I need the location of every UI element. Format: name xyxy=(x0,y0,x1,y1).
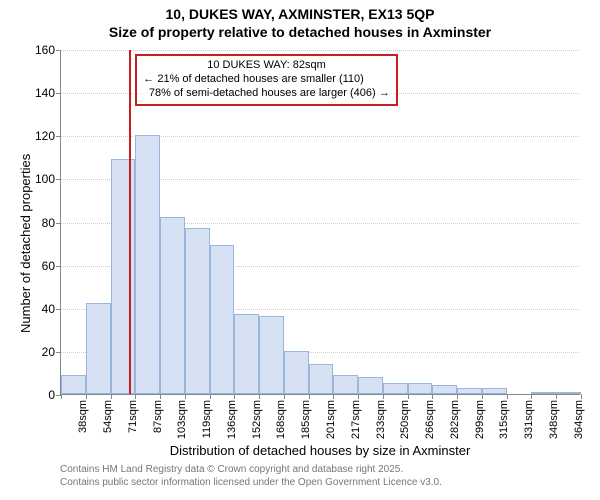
histogram-bar xyxy=(185,228,210,394)
ytick-label: 60 xyxy=(42,259,61,273)
y-axis-label: Number of detached properties xyxy=(18,153,33,332)
xtick-mark xyxy=(309,394,310,399)
xtick-label: 233sqm xyxy=(375,400,387,439)
xtick-label: 119sqm xyxy=(201,400,213,438)
xtick-label: 152sqm xyxy=(251,400,263,439)
title-line2: Size of property relative to detached ho… xyxy=(0,24,600,42)
xtick-mark xyxy=(333,394,334,399)
xtick-label: 315sqm xyxy=(498,400,510,439)
chart-title: 10, DUKES WAY, AXMINSTER, EX13 5QP Size … xyxy=(0,0,600,41)
xtick-mark xyxy=(507,394,508,399)
xtick-mark xyxy=(531,394,532,399)
histogram-bar xyxy=(457,388,482,394)
xtick-mark xyxy=(185,394,186,399)
footer-attribution: Contains HM Land Registry data © Crown c… xyxy=(60,463,442,489)
histogram-bar xyxy=(556,392,581,394)
title-line1: 10, DUKES WAY, AXMINSTER, EX13 5QP xyxy=(0,6,600,24)
xtick-mark xyxy=(408,394,409,399)
xtick-mark xyxy=(259,394,260,399)
xtick-mark xyxy=(61,394,62,399)
xtick-label: 266sqm xyxy=(424,400,436,439)
histogram-bar xyxy=(284,351,309,394)
histogram-bar xyxy=(333,375,358,394)
x-axis-label: Distribution of detached houses by size … xyxy=(60,443,580,458)
xtick-mark xyxy=(210,394,211,399)
callout-line2: ← 21% of detached houses are smaller (11… xyxy=(143,73,389,87)
histogram-bar xyxy=(408,383,433,394)
ytick-label: 100 xyxy=(35,172,61,186)
xtick-label: 201sqm xyxy=(325,400,337,439)
callout-box: 10 DUKES WAY: 82sqm← 21% of detached hou… xyxy=(135,54,397,105)
xtick-label: 364sqm xyxy=(573,400,585,439)
callout-line1: 10 DUKES WAY: 82sqm xyxy=(143,59,389,73)
xtick-label: 282sqm xyxy=(449,400,461,439)
plot-area: 02040608010012014016038sqm54sqm71sqm87sq… xyxy=(60,50,580,395)
xtick-label: 250sqm xyxy=(399,400,411,439)
callout-line3: 78% of semi-detached houses are larger (… xyxy=(143,87,389,101)
gridline xyxy=(61,50,580,51)
histogram-bar xyxy=(210,245,235,394)
ytick-label: 0 xyxy=(48,388,61,402)
xtick-mark xyxy=(86,394,87,399)
histogram-bar xyxy=(234,314,259,394)
ytick-label: 80 xyxy=(42,216,61,230)
ytick-label: 140 xyxy=(35,86,61,100)
xtick-label: 136sqm xyxy=(226,400,238,439)
histogram-bar xyxy=(135,135,160,394)
xtick-mark xyxy=(284,394,285,399)
histogram-bar xyxy=(531,392,556,394)
histogram-bar xyxy=(432,385,457,394)
xtick-label: 348sqm xyxy=(548,400,560,439)
histogram-bar xyxy=(61,375,86,394)
histogram-bar xyxy=(482,388,507,394)
ytick-label: 40 xyxy=(42,302,61,316)
xtick-mark xyxy=(234,394,235,399)
xtick-mark xyxy=(160,394,161,399)
histogram-bar xyxy=(111,159,136,394)
histogram-bar xyxy=(358,377,383,394)
histogram-bar xyxy=(309,364,334,394)
xtick-mark xyxy=(432,394,433,399)
xtick-mark xyxy=(358,394,359,399)
xtick-mark xyxy=(383,394,384,399)
ytick-label: 20 xyxy=(42,345,61,359)
xtick-label: 299sqm xyxy=(474,400,486,439)
ytick-label: 160 xyxy=(35,43,61,57)
xtick-mark xyxy=(482,394,483,399)
xtick-label: 217sqm xyxy=(350,400,362,439)
xtick-mark xyxy=(111,394,112,399)
footer-line1: Contains HM Land Registry data © Crown c… xyxy=(60,463,442,476)
xtick-label: 38sqm xyxy=(77,400,89,433)
xtick-label: 103sqm xyxy=(176,400,188,439)
histogram-bar xyxy=(259,316,284,394)
xtick-mark xyxy=(135,394,136,399)
xtick-label: 168sqm xyxy=(275,400,287,439)
xtick-label: 71sqm xyxy=(127,400,139,433)
footer-line2: Contains public sector information licen… xyxy=(60,476,442,489)
xtick-mark xyxy=(581,394,582,399)
xtick-label: 331sqm xyxy=(523,400,535,439)
xtick-mark xyxy=(457,394,458,399)
histogram-bar xyxy=(383,383,408,394)
ytick-label: 120 xyxy=(35,129,61,143)
xtick-label: 185sqm xyxy=(300,400,312,439)
xtick-label: 54sqm xyxy=(102,400,114,433)
xtick-mark xyxy=(556,394,557,399)
histogram-bar xyxy=(86,303,111,394)
histogram-bar xyxy=(160,217,185,394)
property-marker-line xyxy=(129,50,131,394)
xtick-label: 87sqm xyxy=(152,400,164,433)
